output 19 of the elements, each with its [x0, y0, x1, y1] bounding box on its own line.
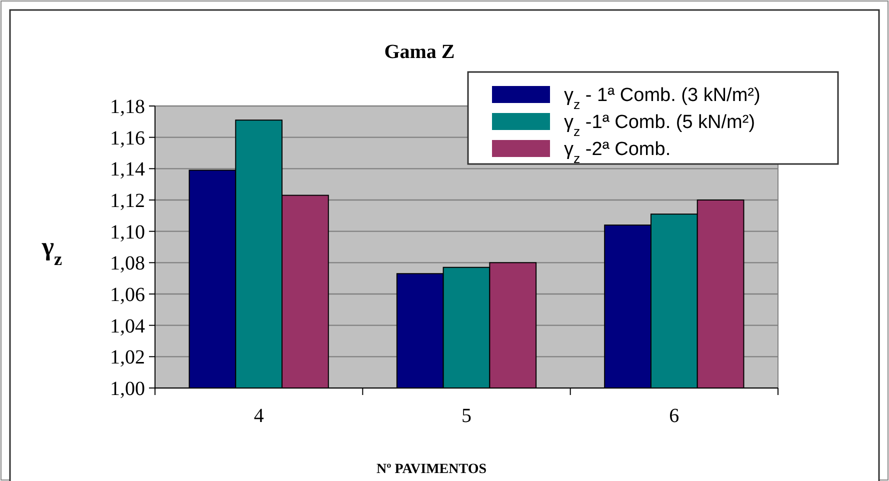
y-tick-label: 1,02 [110, 346, 145, 369]
legend-label: γ$_{z}$ -1ª Comb. (5 kN/m²) [564, 112, 756, 138]
x-axis-title: Nº PAVIMENTOS [376, 462, 487, 477]
y-tick-label: 1,06 [110, 284, 145, 306]
x-tick-label: 6 [669, 405, 680, 427]
y-tick-label: 1,16 [110, 127, 145, 150]
legend-label: γ$_{z}$ -2ª Comb. [564, 139, 671, 166]
y-tick-label: 1,18 [110, 96, 145, 118]
legend-label: γ$_{z}$ - 1ª Comb. (3 kN/m²) [564, 85, 760, 112]
y-tick-label: 1,00 [110, 378, 145, 400]
y-axis-title: γ$_{z}$ [40, 232, 62, 269]
y-tick-label: 1,14 [110, 158, 145, 181]
y-tick-label: 1,04 [110, 315, 145, 338]
y-tick-label: 1,08 [110, 252, 145, 275]
y-tick-label: 1,12 [110, 190, 145, 212]
y-tick-label: 1,10 [110, 221, 145, 244]
chart-title: Gama Z [384, 41, 455, 63]
x-tick-label: 5 [462, 405, 472, 427]
x-tick-label: 4 [254, 405, 264, 427]
